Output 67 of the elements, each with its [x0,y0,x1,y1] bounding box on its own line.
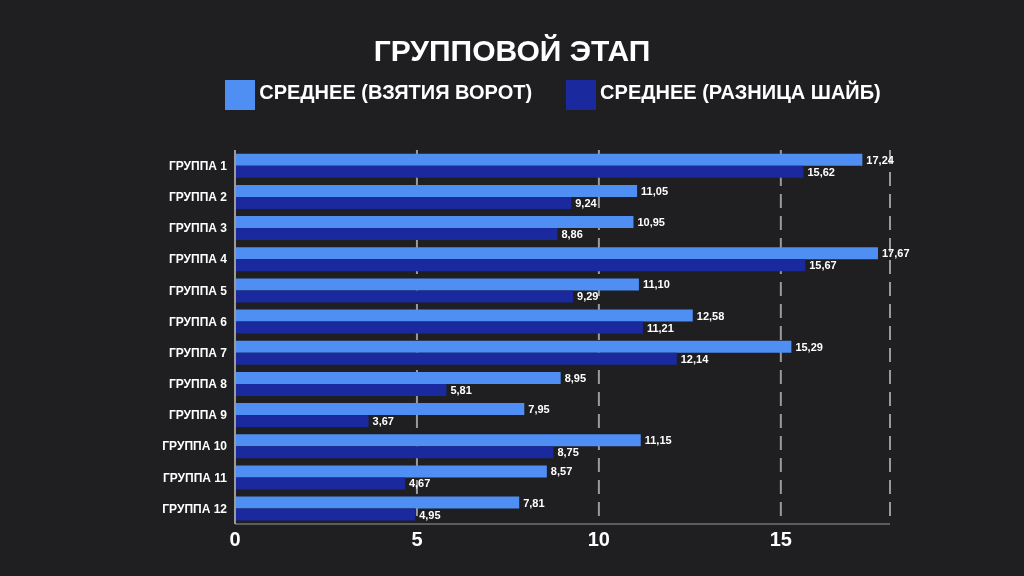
data-label: 4,95 [419,508,441,521]
y-tick-label: ГРУППА 6 [168,314,228,329]
y-tick-label: ГРУППА 5 [168,283,228,298]
bar [235,259,806,272]
bar [235,321,643,334]
x-tick-label: 5 [411,528,423,551]
data-label: 15,29 [795,340,823,353]
data-label: 3,67 [372,415,394,428]
bar [235,278,639,291]
bar [235,290,574,303]
data-label: 11,15 [644,434,672,447]
bar [235,403,525,416]
data-label: 15,67 [809,259,837,272]
data-label: 11,05 [641,184,669,197]
bar [235,228,558,241]
y-tick-label: ГРУППА 8 [168,377,228,392]
data-label: 8,75 [557,446,579,459]
data-label: 11,10 [642,278,670,291]
y-tick-label: ГРУППА 9 [168,408,228,423]
data-label: 15,62 [807,165,835,178]
bar [235,165,804,178]
data-label: 12,14 [680,352,710,365]
y-tick-label: ГРУППА 1 [168,158,228,173]
bar [235,153,863,166]
chart-title: ГРУППОВОЙ ЭТАП [372,34,652,68]
bar [235,496,520,509]
data-label: 17,67 [881,247,910,260]
y-tick-label: ГРУППА 7 [168,345,228,360]
data-label: 9,24 [575,196,598,209]
bar [235,415,369,428]
data-label: 7,95 [528,403,550,416]
y-tick-label: ГРУППА 11 [162,470,228,485]
bar [235,184,638,197]
bar [235,309,693,322]
y-tick-label: ГРУППА 12 [162,501,228,516]
data-label: 8,57 [550,465,573,478]
data-label: 10,95 [637,216,665,229]
y-tick-label: ГРУППА 3 [168,221,228,236]
data-label: 9,29 [577,290,599,303]
bar [235,508,416,521]
bar [235,371,561,384]
bar [235,465,547,478]
bar [235,434,641,447]
data-label: 11,21 [646,321,674,334]
legend-label: СРЕДНЕЕ (РАЗНИЦА ШАЙБ) [600,81,881,104]
data-label: 4,67 [408,477,431,490]
bar [235,216,634,229]
data-label: 17,24 [866,153,895,166]
data-label: 12,58 [696,309,725,322]
bar [235,383,447,396]
data-label: 7,81 [523,496,545,509]
x-tick-label: 15 [769,528,792,551]
x-tick-label: 0 [229,528,241,551]
bar [235,196,572,209]
data-label: 8,86 [561,228,583,241]
y-tick-label: ГРУППА 10 [162,439,228,454]
y-tick-label: ГРУППА 2 [168,190,228,205]
legend-label: СРЕДНЕЕ (ВЗЯТИЯ ВОРОТ) [259,81,533,104]
bar [235,446,554,459]
data-label: 5,81 [450,383,472,396]
bar [235,247,878,260]
y-tick-label: ГРУППА 4 [168,252,228,267]
bar [235,352,677,365]
x-tick-label: 10 [587,528,611,551]
bar [235,477,405,490]
bar [235,340,792,353]
data-label: 8,95 [564,371,587,384]
